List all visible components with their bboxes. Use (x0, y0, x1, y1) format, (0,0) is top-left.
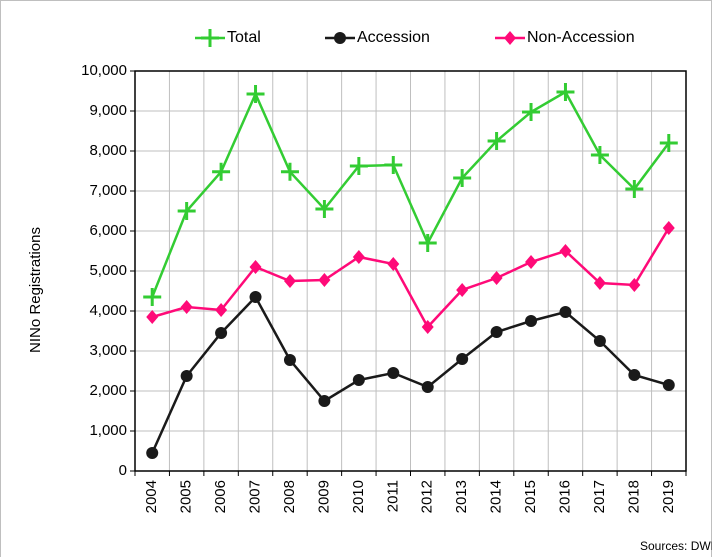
marker-plus (522, 103, 541, 121)
marker-diamond (593, 276, 606, 290)
y-tick-label: 10,000 (81, 62, 127, 79)
marker-diamond (249, 260, 262, 274)
series-line (151, 294, 670, 454)
legend-label: Accession (357, 29, 430, 46)
series-line (151, 90, 670, 298)
x-tick-label: 2019 (660, 480, 677, 513)
y-tick-label: 1,000 (89, 422, 127, 439)
marker-diamond (283, 274, 296, 288)
marker-diamond (352, 250, 365, 264)
marker-diamond (421, 320, 434, 334)
marker-plus (201, 29, 219, 47)
plot-area (134, 70, 687, 472)
marker-diamond (180, 300, 193, 314)
x-tick-label: 2018 (625, 480, 642, 513)
marker-diamond (662, 221, 675, 235)
x-tick-label: 2009 (315, 480, 332, 513)
marker-plus (556, 83, 575, 101)
y-tick-label: 2,000 (89, 382, 127, 399)
marker-plus (246, 85, 265, 103)
marker-plus (590, 146, 609, 164)
marker-plus (280, 162, 299, 181)
x-tick-label: 2012 (419, 480, 436, 513)
marker-diamond (318, 273, 331, 287)
marker-circle (387, 367, 400, 379)
marker-circle (628, 369, 641, 381)
y-tick-label: 8,000 (89, 142, 127, 159)
marker-circle (559, 306, 572, 318)
marker-circle (456, 353, 469, 365)
marker-circle (146, 447, 159, 459)
x-tick-label: 2008 (281, 480, 298, 513)
marker-circle (662, 379, 675, 391)
marker-diamond (559, 244, 572, 258)
x-tick-label: 2016 (556, 480, 573, 513)
marker-diamond (490, 271, 503, 285)
x-tick-label: 2010 (350, 480, 367, 513)
y-tick-label: 6,000 (89, 222, 127, 239)
x-tick-label: 2006 (212, 480, 229, 513)
x-tick-label: 2017 (591, 480, 608, 513)
marker-circle (593, 335, 606, 347)
x-tick-label: 2015 (522, 480, 539, 513)
marker-circle (249, 291, 262, 303)
series-line (151, 227, 670, 330)
x-tick-label: 2013 (453, 480, 470, 513)
marker-circle (283, 354, 296, 366)
source-note: Sources: DWP (640, 539, 712, 553)
marker-diamond (628, 278, 641, 292)
marker-plus (143, 288, 162, 306)
marker-plus (453, 169, 472, 187)
marker-diamond (387, 257, 400, 271)
marker-circle (352, 374, 365, 386)
marker-circle (525, 315, 538, 327)
marker-plus (418, 234, 437, 252)
marker-plus (384, 156, 403, 174)
y-tick-label: 7,000 (89, 182, 127, 199)
marker-diamond (456, 283, 469, 297)
y-axis-label: NINo Registrations (27, 227, 44, 353)
marker-circle (215, 327, 228, 339)
x-tick-label: 2004 (143, 480, 160, 513)
marker-plus (177, 202, 196, 220)
marker-plus (625, 180, 644, 198)
y-tick-label: 5,000 (89, 262, 127, 279)
x-tick-label: 2011 (384, 480, 401, 512)
y-tick-label: 0 (119, 462, 127, 479)
legend-label: Non-Accession (527, 29, 635, 46)
y-tick-label: 3,000 (89, 342, 127, 359)
y-tick-label: 4,000 (89, 302, 127, 319)
y-tick-label: 9,000 (89, 102, 127, 119)
marker-circle (180, 370, 193, 382)
marker-diamond (146, 310, 159, 324)
marker-plus (659, 134, 678, 152)
x-tick-label: 2005 (178, 480, 195, 513)
x-tick-label: 2007 (247, 480, 264, 513)
marker-circle (334, 32, 346, 44)
marker-diamond (504, 31, 516, 45)
marker-circle (490, 326, 503, 338)
marker-diamond (525, 255, 538, 269)
marker-diamond (215, 303, 228, 317)
marker-plus (315, 200, 334, 218)
marker-plus (212, 162, 231, 181)
marker-plus (487, 132, 506, 150)
marker-plus (349, 157, 368, 175)
x-tick-label: 2014 (488, 480, 505, 513)
marker-circle (318, 395, 331, 407)
legend-label: Total (227, 29, 261, 46)
marker-circle (421, 381, 434, 393)
